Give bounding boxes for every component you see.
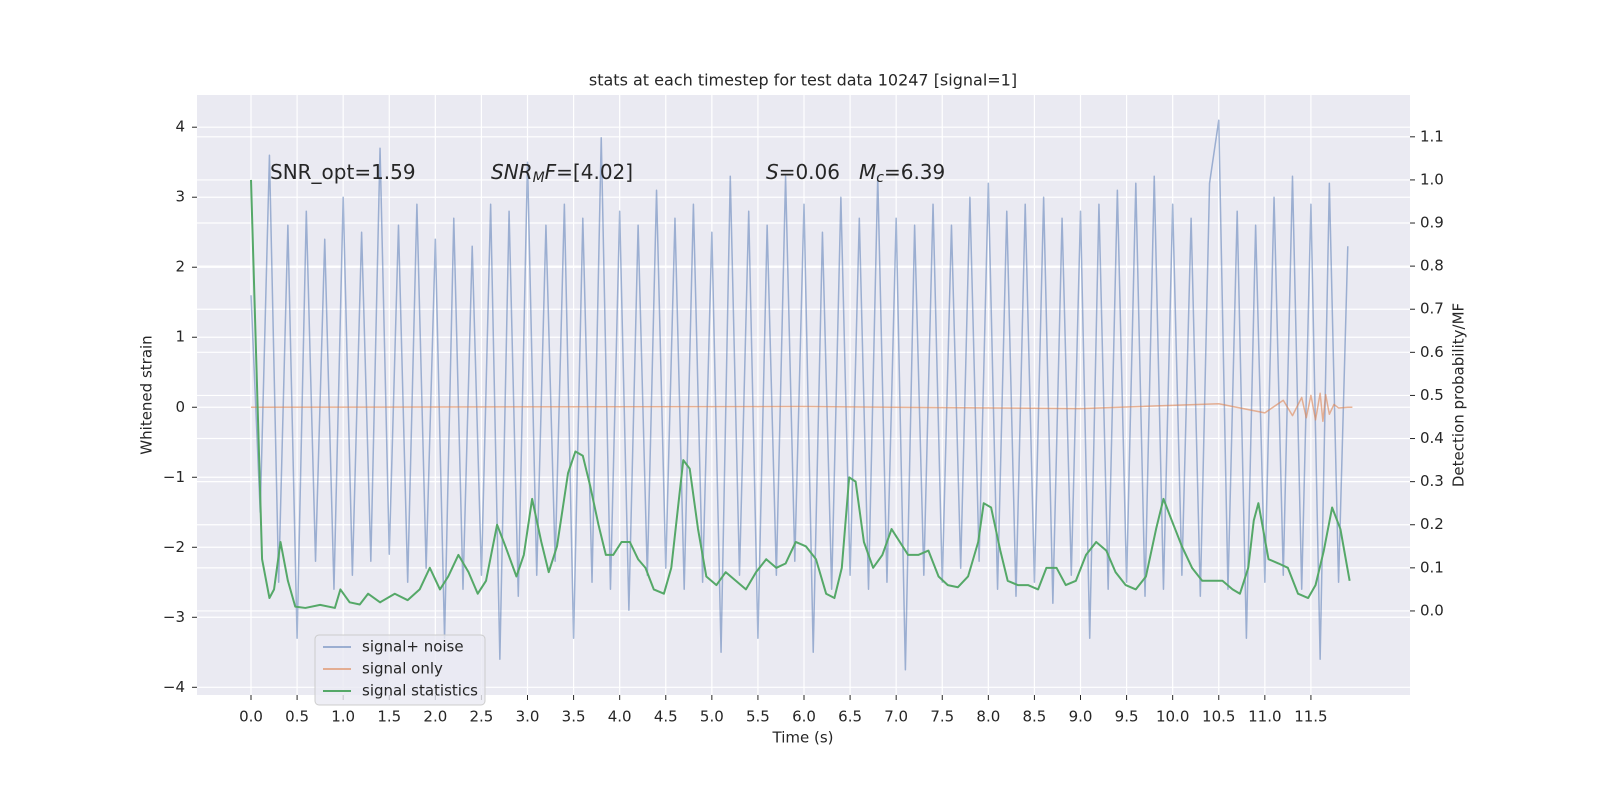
annotation-part: =0.06 [779, 160, 840, 184]
marks [250, 119, 1353, 671]
x-tick-label: 7.5 [930, 708, 954, 726]
grid [197, 95, 1410, 695]
x-tick-label: 10.0 [1156, 708, 1189, 726]
annotation-part: c [876, 170, 884, 186]
x-tick-label: 6.0 [792, 708, 816, 726]
series-line [251, 392, 1353, 422]
x-tick-label: 2.0 [423, 708, 447, 726]
x-tick-label: 10.5 [1202, 708, 1235, 726]
x-tick-label: 9.5 [1115, 708, 1139, 726]
y2-tick-label: 0.7 [1420, 300, 1444, 318]
y2-tick-label: 0.8 [1420, 257, 1444, 275]
x-tick-label: 8.5 [1022, 708, 1046, 726]
legend-label: signal+ noise [362, 638, 464, 656]
y-tick-label: 1 [175, 328, 185, 346]
annotations: SNR_opt=1.59 SNRMF=[4.02] S=0.06 Mc=6.39 [270, 160, 945, 187]
y2-tick-label: 0.9 [1420, 214, 1444, 232]
legend-label: signal statistics [362, 682, 478, 700]
y-tick-label: 2 [175, 258, 185, 276]
x-tick-label: 0.5 [285, 708, 309, 726]
y2-tick-label: 0.2 [1420, 515, 1444, 533]
x-tick-label: 8.0 [976, 708, 1000, 726]
annotation-part: SNR [491, 160, 533, 184]
y-tick-label: 4 [175, 118, 185, 136]
legend-label: signal only [362, 660, 443, 678]
series-line [250, 179, 1351, 609]
x-tick-label: 0.0 [239, 708, 263, 726]
y2-axis-label: Detection probability/MF [1450, 303, 1468, 487]
y2-tick-label: 1.1 [1420, 127, 1444, 145]
x-tick-label: 5.0 [700, 708, 724, 726]
x-tick-label: 11.0 [1248, 708, 1281, 726]
y2-tick-label: 1.0 [1420, 170, 1444, 188]
x-tick-label: 9.0 [1069, 708, 1093, 726]
y-tick-label: 3 [175, 188, 185, 206]
y2-tick-label: 0.0 [1420, 601, 1444, 619]
x-tick-label: 2.5 [469, 708, 493, 726]
annotation-part: S [766, 160, 779, 184]
x-tick-label: 4.5 [654, 708, 678, 726]
annotation: Mc=6.39 [859, 160, 945, 187]
y2-tick-label: 0.6 [1420, 343, 1444, 361]
x-tick-label: 3.5 [562, 708, 586, 726]
y-tick-label: −3 [163, 608, 185, 626]
x-tick-label: 1.0 [331, 708, 355, 726]
x-axis-label: Time (s) [772, 729, 834, 747]
annotation: S=0.06 [766, 160, 840, 184]
x-tick-label: 5.5 [746, 708, 770, 726]
y-tick-label: −2 [163, 538, 185, 556]
annotation-part: F [545, 160, 557, 184]
annotation-part: =[4.02] [556, 160, 633, 184]
annotation-part: M [859, 160, 876, 184]
y-axis-label: Whitened strain [138, 335, 156, 454]
y-tick-label: −4 [163, 678, 185, 696]
y2-tick-label: 0.3 [1420, 472, 1444, 490]
y-tick-label: −1 [163, 468, 185, 486]
x-tick-label: 6.5 [838, 708, 862, 726]
x-tick-label: 3.0 [516, 708, 540, 726]
annotation-part: =6.39 [884, 160, 945, 184]
annotation-part: SNR_opt=1.59 [270, 160, 416, 184]
series-line [250, 119, 1349, 671]
y2-tick-label: 0.4 [1420, 429, 1444, 447]
annotation: SNRMF=[4.02] [491, 160, 633, 187]
legend: signal+ noise signal only signal statistic… [314, 634, 486, 706]
x-tick-label: 11.5 [1294, 708, 1327, 726]
y-tick-label: 0 [175, 398, 185, 416]
chart-title: stats at each timestep for test data 102… [589, 71, 1017, 90]
annotation-part: M [533, 170, 545, 186]
y2-tick-label: 0.1 [1420, 558, 1444, 576]
axes: 0.0 0.5 1.0 1.5 2.0 2.5 3.0 3.5 4.0 4.5 5.0 5.5 6.0 6… [163, 118, 1444, 726]
x-tick-label: 4.0 [608, 708, 632, 726]
y2-tick-label: 0.5 [1420, 386, 1444, 404]
legend-box [314, 634, 486, 706]
x-tick-label: 7.0 [884, 708, 908, 726]
x-tick-label: 1.5 [377, 708, 401, 726]
annotation: SNR_opt=1.59 [270, 160, 416, 184]
